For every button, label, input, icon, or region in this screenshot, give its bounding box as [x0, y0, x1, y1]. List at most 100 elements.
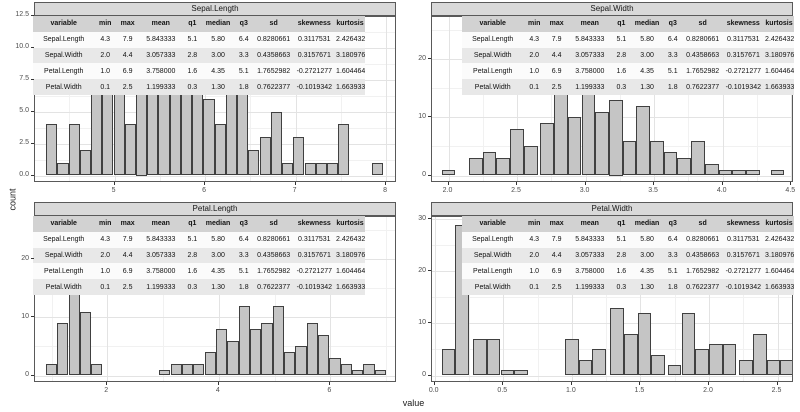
x-tick-mark	[639, 382, 641, 385]
stats-table-cell: 2.5	[122, 83, 133, 91]
gridline-horizontal-minor	[35, 346, 395, 348]
histogram-bar	[204, 352, 216, 376]
gridline-vertical-minor	[606, 217, 608, 381]
histogram-bar	[363, 363, 375, 376]
x-tick-mark	[776, 382, 778, 385]
stats-table-cell: 0.3157671	[726, 251, 760, 259]
histogram-bar	[677, 158, 692, 176]
y-tick-mark	[428, 218, 431, 220]
stats-table-cell: 3.3	[238, 251, 249, 259]
histogram-bar	[169, 47, 181, 176]
stats-table-cell: 3.758000	[146, 67, 176, 75]
stats-table-header-cell: skewness	[726, 20, 760, 28]
stats-table-cell: 4.35	[211, 267, 225, 275]
stats-table-cell: 2.5	[551, 283, 562, 291]
gridline-vertical-major	[218, 217, 220, 381]
stats-table-cell: 1.663933	[765, 83, 794, 91]
stats-table-cell: 1.0	[529, 267, 540, 275]
y-axis-title: count	[7, 188, 18, 211]
gridline-vertical-major	[448, 17, 450, 181]
stats-table-header-cell: q3	[239, 220, 248, 228]
stats-table-header-cell: kurtosis	[765, 20, 793, 28]
gridline-vertical-minor	[743, 217, 745, 381]
stats-table-cell: 0.3157671	[297, 51, 331, 59]
stats-table-cell: 0.3157671	[726, 51, 760, 59]
stats-table-cell: 1.7652982	[257, 67, 291, 75]
stats-table-cell: 5.843333	[146, 236, 176, 244]
gridline-vertical-major	[571, 217, 573, 381]
y-tick-label: 7.5	[19, 75, 29, 83]
histogram-bar	[57, 323, 69, 376]
histogram-bar	[225, 60, 238, 176]
facet-strip-label: Sepal.Length	[191, 4, 239, 13]
y-tick-label: 0	[25, 371, 29, 378]
x-tick-mark	[447, 182, 449, 185]
y-tick-label: 20	[418, 54, 426, 62]
stats-table-header-cell: q1	[188, 220, 197, 228]
stats-table-cell: 3.758000	[575, 267, 605, 275]
stats-table-cell: 0.8280661	[686, 36, 720, 44]
stats-table-header-cell: median	[205, 220, 231, 228]
gridline-horizontal-minor	[432, 88, 792, 90]
histogram-bar	[565, 339, 579, 376]
x-tick-mark	[570, 382, 572, 385]
y-tick-mark	[428, 116, 431, 118]
stats-table: variable min max mean q1 median q3 sd skewness ku…	[33, 216, 365, 295]
gridline-horizontal-major	[35, 79, 395, 81]
gridline-horizontal-major	[35, 175, 395, 177]
histogram-bar	[663, 152, 678, 176]
gridline-vertical-minor	[551, 17, 553, 181]
stats-table-row: Petal.Width 0.1 2.5 1.199333 0.3 1.30 1.8 0.762…	[462, 79, 794, 95]
facet-panel	[34, 16, 396, 182]
stats-table-cell: 3.180976	[336, 251, 365, 259]
stats-table-cell: 1.8	[238, 83, 249, 91]
gridline-vertical-major	[434, 217, 436, 381]
stats-table-cell: Petal.Length	[44, 267, 84, 275]
gridline-vertical-minor	[757, 17, 758, 181]
stats-table-cell: 0.7622377	[257, 83, 291, 91]
gridline-vertical-major	[107, 217, 109, 381]
histogram-bar	[691, 140, 705, 176]
stats-table-row: Petal.Length 1.0 6.9 3.758000 1.6 4.35 5.1 1.76…	[33, 263, 365, 280]
stats-table-cell: Petal.Width	[474, 283, 511, 291]
facet-stats-table: variable min max mean q1 median q3 sd skewness ku…	[462, 16, 794, 95]
gridline-vertical-minor	[537, 217, 539, 381]
histogram-bar	[752, 333, 767, 376]
histogram-bar	[636, 105, 650, 176]
stats-table-cell: 7.9	[551, 236, 562, 244]
stats-table-cell: 3.00	[640, 251, 654, 259]
facet-strip: Petal.Length	[34, 202, 396, 216]
stats-table-cell: 1.7652982	[686, 67, 720, 75]
stats-table-cell: 4.3	[100, 236, 111, 244]
y-tick-mark	[31, 374, 34, 376]
histogram-bar	[510, 129, 524, 176]
histogram-bar	[496, 158, 511, 176]
stats-table-cell: Petal.Length	[473, 267, 513, 275]
gridline-horizontal-major	[35, 317, 395, 319]
stats-table-cell: 0.7622377	[257, 283, 291, 291]
stats-table-cell: 0.3117531	[727, 236, 760, 244]
x-tick-mark	[385, 182, 387, 185]
histogram-bar	[57, 162, 69, 176]
gridline-vertical-major	[386, 17, 388, 181]
y-tick-label: 30	[418, 214, 426, 222]
x-tick-mark	[721, 182, 723, 185]
y-tick-mark	[428, 58, 431, 60]
gridline-horizontal-major	[432, 271, 792, 273]
histogram-bar	[595, 111, 609, 176]
stats-table-header-cell: sd	[698, 220, 707, 228]
histogram-bar	[113, 60, 125, 176]
histogram-bar	[514, 370, 528, 376]
stats-table-cell: 3.00	[640, 51, 654, 59]
stats-table-cell: 3.758000	[575, 67, 605, 75]
stats-table-cell: Petal.Length	[44, 67, 84, 75]
histogram-bar	[214, 124, 226, 176]
stats-table-cell: 5.1	[187, 36, 198, 44]
histogram-bar	[766, 359, 781, 376]
gridline-horizontal-major	[35, 47, 395, 49]
stats-table-cell: 5.1	[616, 36, 627, 44]
stats-table-header-cell: mean	[151, 20, 170, 28]
x-tick-label: 1.5	[634, 387, 645, 394]
gridline-horizontal-minor	[35, 95, 395, 97]
stats-table-cell: 0.1	[100, 283, 111, 291]
